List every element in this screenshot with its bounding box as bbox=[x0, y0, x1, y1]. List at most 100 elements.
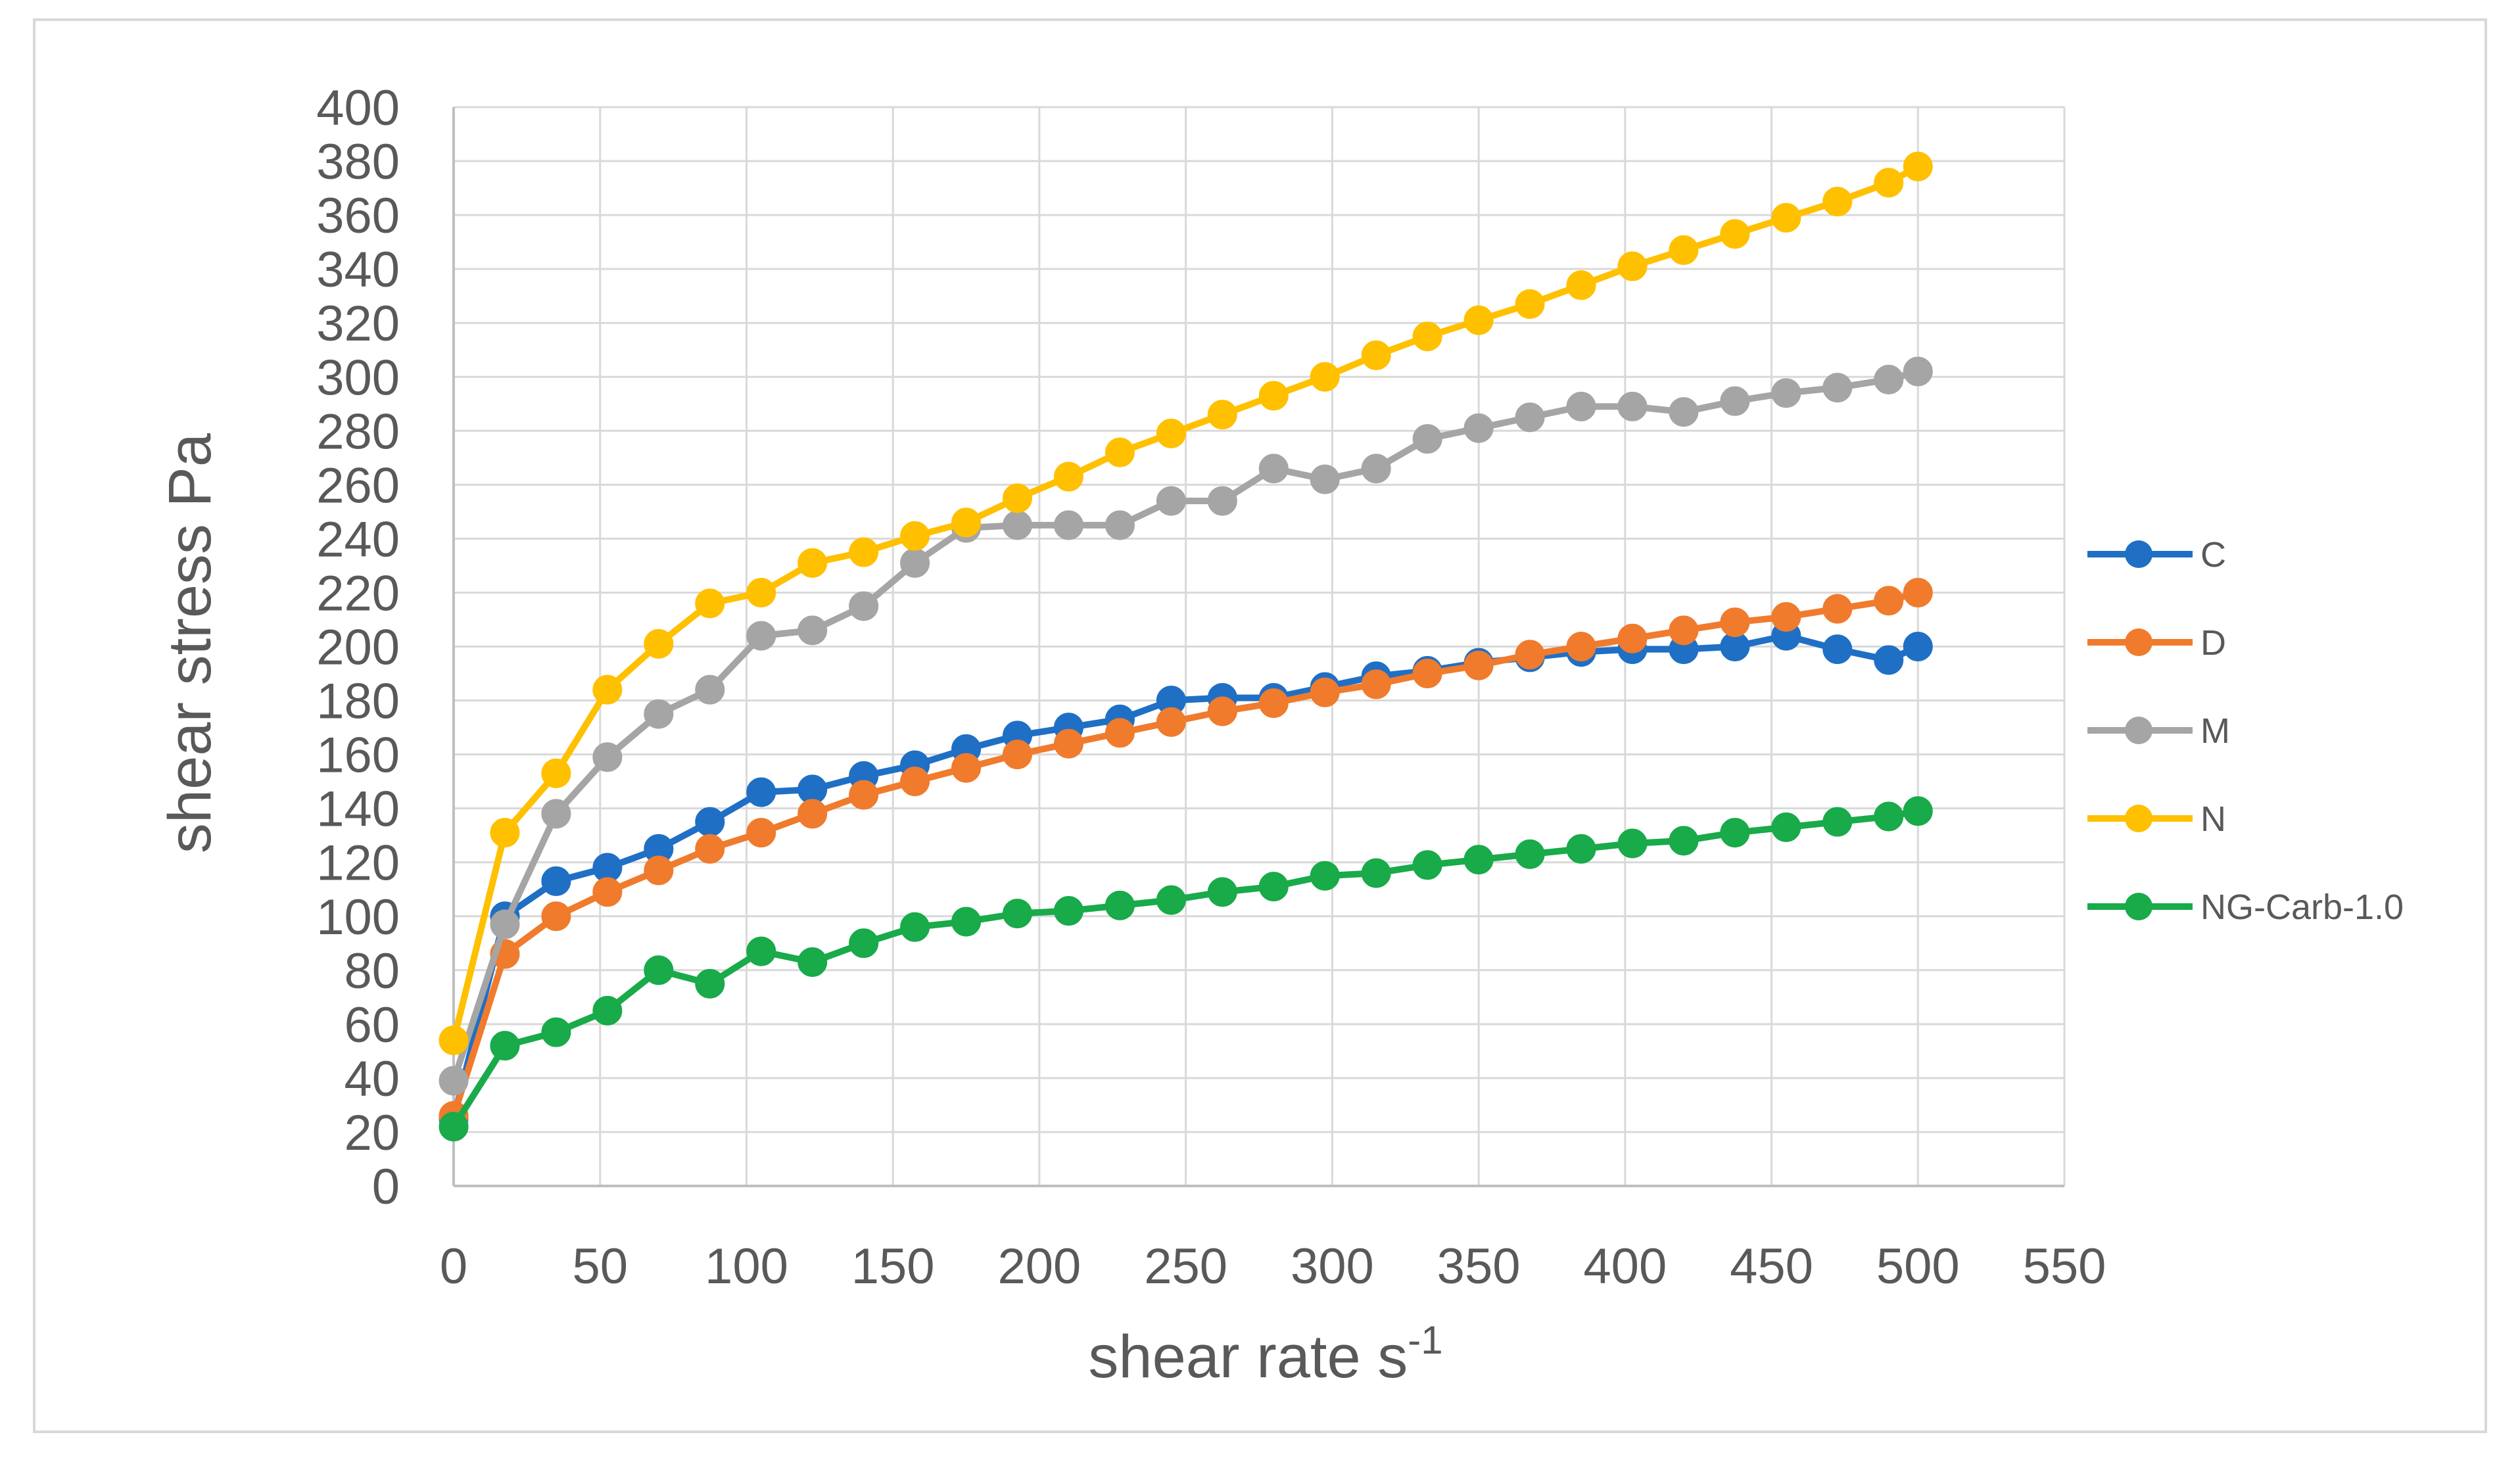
data-point-ng-carb-1-0 bbox=[849, 928, 879, 958]
data-point-n bbox=[1105, 437, 1135, 467]
y-tick-label: 100 bbox=[316, 889, 400, 945]
data-point-d bbox=[1003, 740, 1032, 770]
y-tick-label: 340 bbox=[316, 242, 400, 298]
x-axis-title: shear rate s-1 bbox=[1088, 1318, 1442, 1390]
y-axis-title: shear stress Pa bbox=[156, 433, 224, 853]
y-tick-label: 140 bbox=[316, 782, 400, 838]
x-tick-label: 50 bbox=[572, 1239, 628, 1294]
data-point-m bbox=[439, 1066, 469, 1096]
x-tick-label: 200 bbox=[998, 1239, 1082, 1294]
data-point-ng-carb-1-0 bbox=[1156, 885, 1186, 915]
data-point-d bbox=[1669, 615, 1699, 646]
data-point-n bbox=[644, 628, 674, 659]
data-point-n bbox=[592, 674, 623, 705]
y-tick-label: 400 bbox=[316, 80, 400, 136]
data-point-ng-carb-1-0 bbox=[644, 955, 674, 985]
data-point-d bbox=[1874, 586, 1904, 616]
data-point-n bbox=[490, 818, 520, 848]
data-point-n bbox=[1258, 381, 1289, 411]
data-point-ng-carb-1-0 bbox=[1617, 828, 1648, 859]
data-point-m bbox=[1361, 454, 1391, 484]
y-tick-label: 200 bbox=[316, 620, 400, 676]
data-point-d bbox=[1720, 607, 1750, 638]
data-point-c bbox=[541, 866, 571, 896]
data-point-c bbox=[1822, 634, 1853, 665]
legend-item-ng-carb-1-0: NG-Carb-1.0 bbox=[2087, 887, 2404, 927]
data-point-ng-carb-1-0 bbox=[951, 907, 982, 937]
axes bbox=[452, 107, 2064, 1187]
data-point-d bbox=[1053, 728, 1083, 759]
data-point-n bbox=[1412, 321, 1442, 352]
data-point-ng-carb-1-0 bbox=[1874, 801, 1904, 832]
legend-label: D bbox=[2200, 623, 2226, 663]
data-point-m bbox=[695, 674, 725, 705]
legend-item-n: N bbox=[2087, 799, 2226, 839]
data-point-m bbox=[1463, 413, 1494, 443]
legend-item-c: C bbox=[2087, 535, 2226, 575]
x-axis-title-superscript: -1 bbox=[1408, 1318, 1442, 1362]
legend-swatch-marker bbox=[2125, 805, 2152, 832]
data-point-ng-carb-1-0 bbox=[1771, 812, 1801, 842]
data-point-n bbox=[1310, 362, 1340, 392]
y-tick-label: 0 bbox=[372, 1159, 400, 1215]
series-d bbox=[439, 577, 1933, 1131]
data-point-m bbox=[1053, 510, 1083, 540]
data-point-m bbox=[592, 742, 623, 772]
data-point-d bbox=[1822, 594, 1853, 624]
data-point-d bbox=[1105, 718, 1135, 748]
data-point-n bbox=[695, 588, 725, 619]
data-point-m bbox=[541, 799, 571, 829]
legend-item-d: D bbox=[2087, 623, 2226, 663]
y-tick-label: 180 bbox=[316, 674, 400, 730]
data-point-n bbox=[900, 521, 930, 551]
data-point-d bbox=[1566, 632, 1596, 661]
data-point-ng-carb-1-0 bbox=[1720, 818, 1750, 848]
data-point-n bbox=[1156, 418, 1186, 448]
y-tick-label: 120 bbox=[316, 836, 400, 891]
data-point-c bbox=[1903, 632, 1933, 661]
data-point-m bbox=[644, 699, 674, 729]
data-point-m bbox=[1105, 510, 1135, 540]
data-point-ng-carb-1-0 bbox=[1463, 845, 1494, 875]
data-point-m bbox=[1617, 391, 1648, 421]
data-point-ng-carb-1-0 bbox=[746, 936, 776, 966]
data-point-n bbox=[1617, 251, 1648, 281]
data-point-d bbox=[900, 767, 930, 797]
data-point-m bbox=[1874, 364, 1904, 394]
y-tick-label: 240 bbox=[316, 511, 400, 567]
data-point-n bbox=[1207, 400, 1237, 430]
data-point-ng-carb-1-0 bbox=[541, 1017, 571, 1047]
data-point-m bbox=[900, 548, 930, 578]
legend-swatch-marker bbox=[2125, 628, 2152, 656]
data-point-m bbox=[1903, 356, 1933, 387]
data-point-m bbox=[1566, 391, 1596, 421]
data-point-n bbox=[1720, 219, 1750, 249]
data-point-n bbox=[951, 508, 982, 538]
series-ng-carb-1-0 bbox=[439, 796, 1933, 1142]
y-tick-label: 220 bbox=[316, 565, 400, 621]
y-tick-label: 80 bbox=[344, 943, 400, 999]
data-point-d bbox=[746, 818, 776, 848]
data-point-m bbox=[1258, 454, 1289, 484]
y-tick-label: 320 bbox=[316, 296, 400, 352]
data-point-c bbox=[746, 777, 776, 807]
data-point-d bbox=[1515, 640, 1545, 670]
data-point-ng-carb-1-0 bbox=[1258, 872, 1289, 902]
data-point-m bbox=[1771, 378, 1801, 408]
data-point-m bbox=[1003, 510, 1032, 540]
data-point-ng-carb-1-0 bbox=[1822, 807, 1853, 837]
data-point-d bbox=[1361, 669, 1391, 699]
data-point-n bbox=[439, 1025, 469, 1055]
data-point-ng-carb-1-0 bbox=[1566, 834, 1596, 864]
data-point-ng-carb-1-0 bbox=[1412, 850, 1442, 880]
data-point-n bbox=[1463, 305, 1494, 335]
data-point-ng-carb-1-0 bbox=[1053, 896, 1083, 926]
data-point-d bbox=[797, 799, 828, 829]
data-point-n bbox=[1903, 151, 1933, 181]
data-point-d bbox=[1463, 650, 1494, 680]
data-point-d bbox=[644, 855, 674, 886]
data-point-m bbox=[1207, 486, 1237, 516]
data-point-d bbox=[1310, 677, 1340, 707]
data-point-ng-carb-1-0 bbox=[1361, 858, 1391, 888]
data-point-d bbox=[695, 834, 725, 864]
